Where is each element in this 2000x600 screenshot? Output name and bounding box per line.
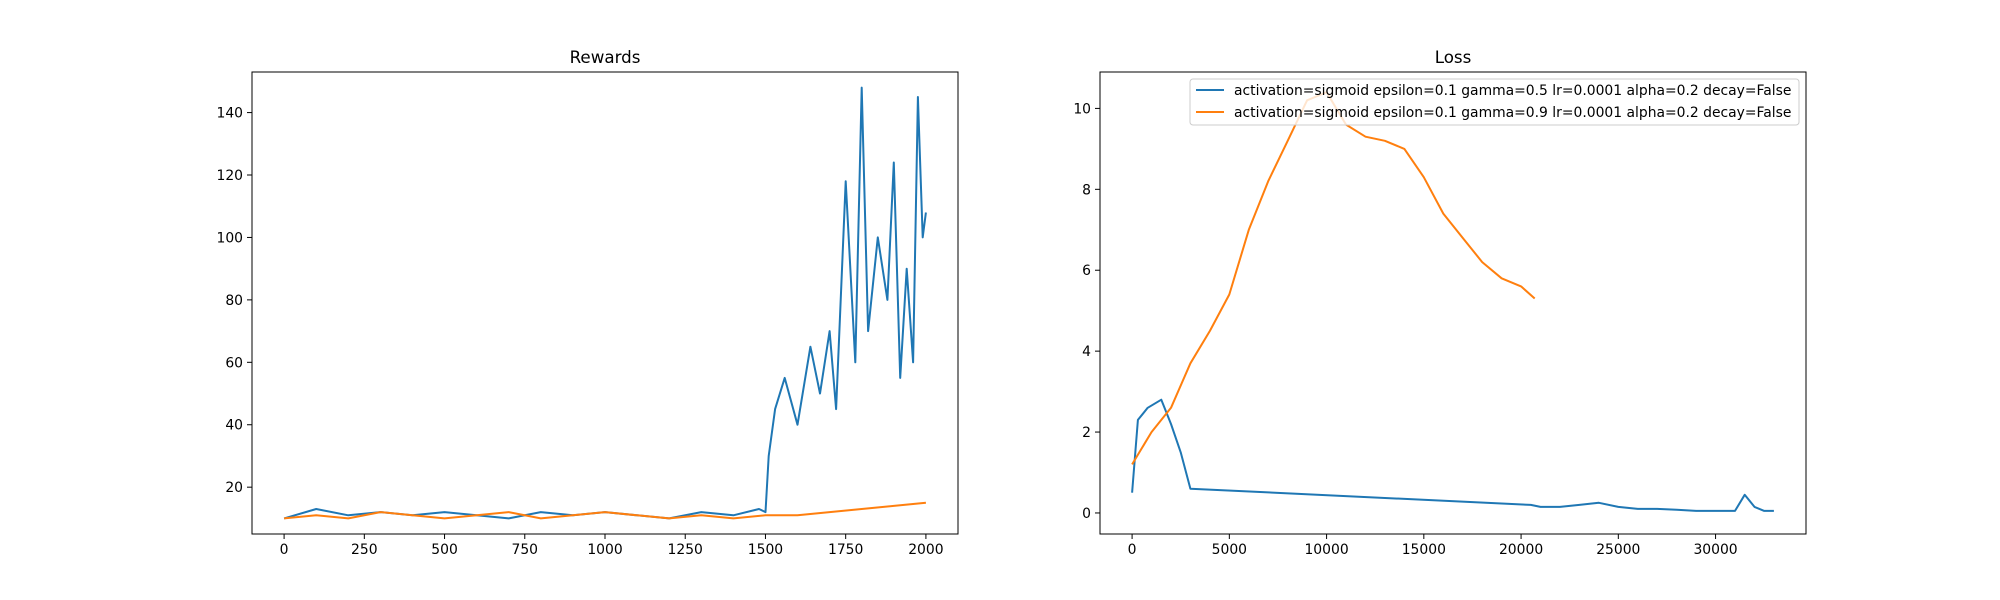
rewards-series-2-line [284,501,926,520]
rewards-y-tick-label: 100 [216,230,243,246]
rewards-chart: Rewards 0 250 500 750 1000 1250 1500 1750 2000 2… [216,47,959,558]
loss-y-tick-label: 6 [1082,263,1091,279]
rewards-x-tick-label: 0 [280,542,289,558]
legend-label-series-1: activation=sigmoid epsilon=0.1 gamma=0.5… [1234,83,1791,99]
rewards-x-tick-label: 1750 [828,542,863,558]
loss-x-tick-label: 10000 [1304,542,1348,558]
rewards-y-tick-label: 60 [225,355,243,371]
loss-x-tick-label: 0 [1128,542,1137,558]
rewards-plot-area [283,86,927,520]
loss-x-tick-label: 20000 [1499,542,1543,558]
loss-x-axis: 0 5000 10000 15000 20000 25000 30000 [1128,534,1738,558]
legend-label-series-2: activation=sigmoid epsilon=0.1 gamma=0.9… [1234,105,1791,121]
rewards-y-tick-label: 40 [225,418,243,434]
loss-chart-title: Loss [1435,47,1472,67]
rewards-x-tick-label: 1250 [668,542,703,558]
rewards-y-tick-label: 20 [225,480,243,496]
rewards-x-tick-label: 1500 [748,542,783,558]
loss-y-tick-label: 4 [1082,344,1091,360]
rewards-x-tick-label: 1000 [587,542,622,558]
legend-box [1189,78,1800,126]
loss-y-tick-label: 0 [1082,506,1091,522]
loss-axes-frame [1099,71,1807,535]
loss-y-tick-label: 8 [1082,182,1091,198]
rewards-x-axis: 0 250 500 750 1000 1250 1500 1750 2000 [280,534,944,558]
rewards-y-tick-label: 120 [216,168,243,184]
rewards-x-tick-label: 500 [431,542,458,558]
loss-x-tick-label: 25000 [1596,542,1640,558]
rewards-y-tick-label: 80 [225,293,243,309]
rewards-x-tick-label: 750 [512,542,539,558]
loss-x-tick-label: 30000 [1693,542,1737,558]
rewards-chart-title: Rewards [570,47,641,67]
rewards-x-tick-label: 2000 [908,542,943,558]
loss-x-tick-label: 15000 [1402,542,1446,558]
rewards-y-axis: 20 40 60 80 100 120 140 [216,106,252,496]
rewards-y-tick-label: 140 [216,106,243,122]
loss-y-tick-label: 10 [1073,101,1091,117]
rewards-x-tick-label: 250 [351,542,378,558]
loss-y-axis: 0 2 4 6 8 10 [1073,101,1100,522]
loss-legend: activation=sigmoid epsilon=0.1 gamma=0.5… [1189,78,1800,126]
rewards-series-1-line [283,86,927,520]
loss-chart: Loss 0 5000 10000 15000 20000 25000 30000 0 2 4 6… [1073,47,1807,558]
loss-x-tick-label: 5000 [1212,542,1247,558]
loss-y-tick-label: 2 [1082,425,1091,441]
loss-series-1-line [1131,398,1774,512]
